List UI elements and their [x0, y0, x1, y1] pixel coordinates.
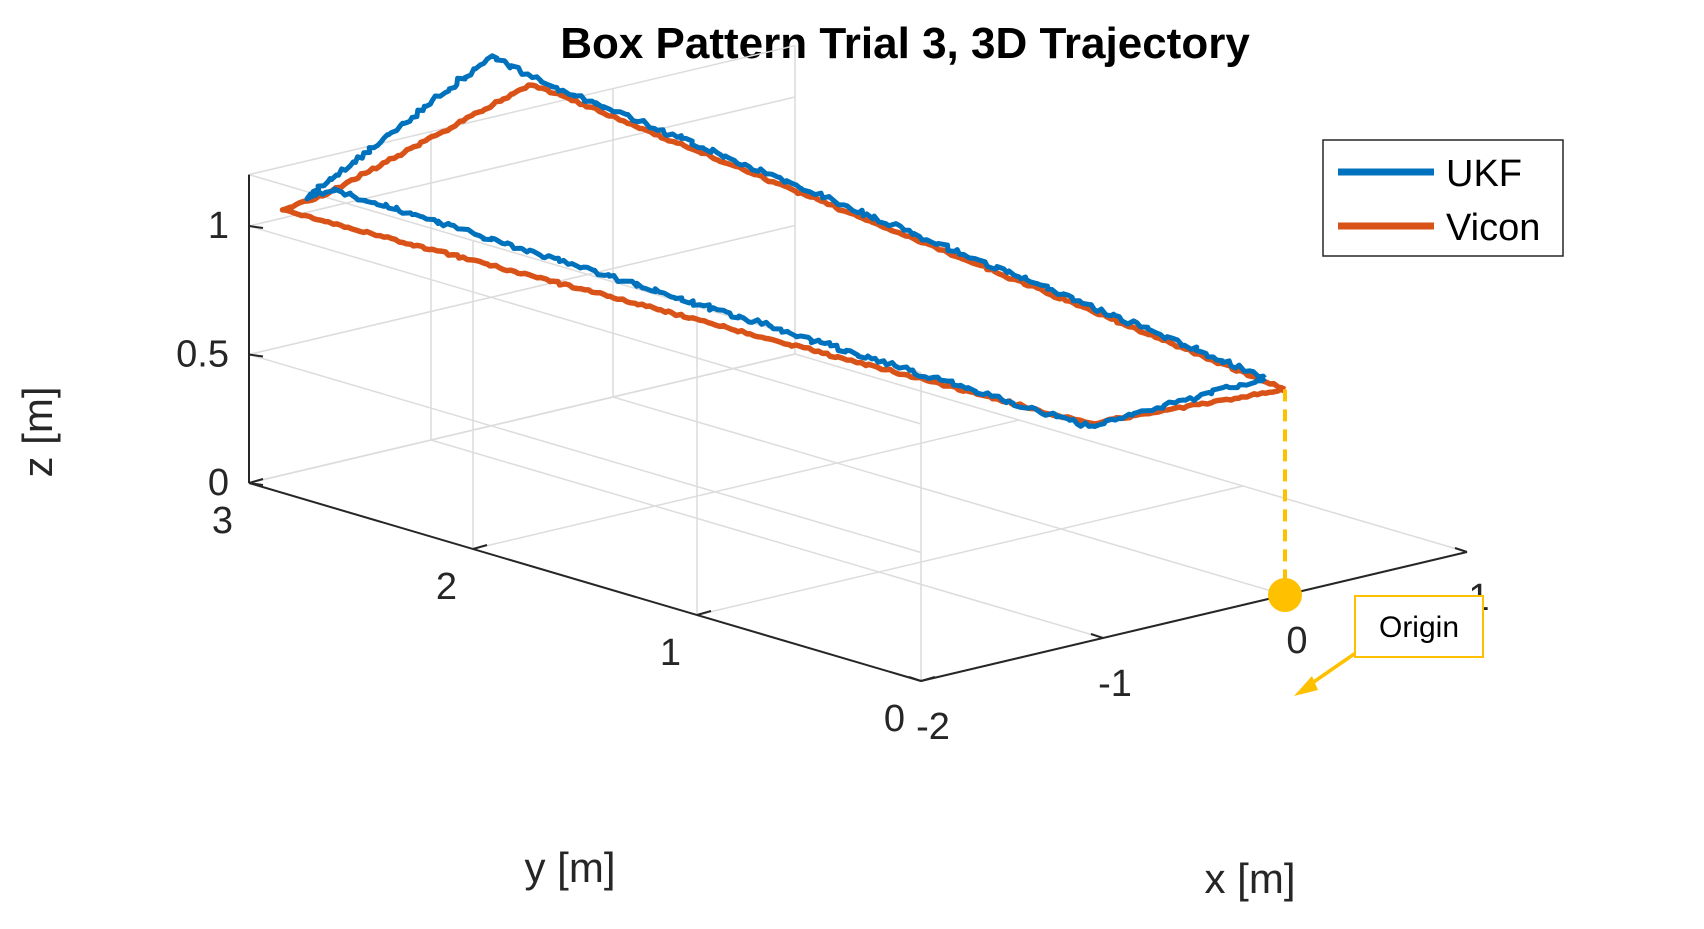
floor-gridline-y	[696, 485, 1244, 616]
y-tick-mark	[472, 544, 488, 550]
side-wall-gridline-z	[248, 353, 922, 554]
z-tick-label: 1	[208, 205, 229, 247]
z-tick-mark	[248, 225, 264, 229]
x-tick-label: 0	[1286, 620, 1307, 662]
y-tick-mark	[696, 610, 712, 616]
origin-marker	[1268, 578, 1302, 612]
legend-label-vicon: Vicon	[1446, 207, 1540, 249]
origin-annotation: Origin	[1268, 389, 1484, 696]
y-tick-label: 1	[660, 632, 681, 674]
back-wall-top-edge	[248, 44, 796, 176]
x-tick-label: -1	[1098, 663, 1132, 705]
z-tick-label: 0	[208, 462, 229, 504]
floor-gridline-y	[472, 419, 1020, 550]
tick-labels: -2-101012300.51	[176, 205, 1489, 748]
y-axis-label: y [m]	[525, 844, 616, 891]
back-wall-gridline-z	[248, 224, 796, 356]
z-tick-label: 0.5	[176, 334, 229, 376]
legend: UKF Vicon	[1322, 139, 1564, 257]
z-axis-label: z [m]	[14, 387, 61, 478]
series-line-vicon	[279, 82, 1287, 427]
chart-title: Box Pattern Trial 3, 3D Trajectory	[560, 19, 1250, 68]
series	[279, 53, 1287, 429]
grid	[248, 44, 1468, 682]
back-wall-gridline-z	[248, 353, 796, 484]
floor-gridline-x	[612, 396, 1286, 596]
x-axis-line	[920, 551, 1468, 682]
y-tick-label: 2	[436, 566, 457, 608]
x-tick-mark	[1090, 633, 1104, 639]
origin-label-box	[1354, 595, 1484, 658]
x-axis-label: x [m]	[1205, 855, 1296, 902]
y-tick-label: 3	[212, 500, 233, 542]
z-tick-mark	[248, 482, 264, 486]
series-line-ukf	[304, 53, 1267, 429]
origin-arrowhead	[1294, 676, 1318, 696]
back-wall-gridline-z	[248, 96, 796, 227]
axes	[248, 174, 1468, 682]
y-tick-mark	[920, 676, 936, 682]
origin-label: Origin	[1379, 611, 1459, 644]
x-tick-mark	[908, 676, 922, 682]
y-axis-line	[248, 482, 922, 682]
z-tick-mark	[248, 353, 264, 358]
x-tick-label: -2	[916, 706, 950, 748]
legend-label-ukf: UKF	[1446, 153, 1522, 195]
floor-gridline-x	[430, 439, 1104, 639]
legend-box	[1322, 139, 1564, 257]
x-tick-mark	[1454, 547, 1468, 553]
floor-gridline-x	[794, 353, 1468, 553]
y-tick-label: 0	[884, 698, 905, 740]
side-wall-gridline-z	[248, 225, 922, 425]
